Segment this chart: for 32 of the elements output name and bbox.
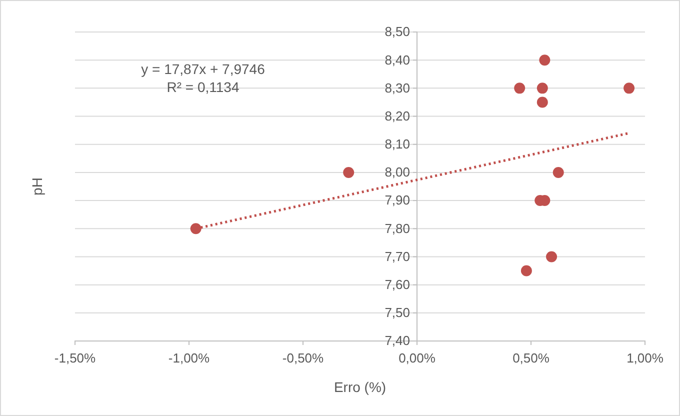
y-tick-label: 7,80 [384,220,410,236]
x-tick-label: -0,50% [282,350,324,366]
y-tick-label: 7,60 [384,276,410,292]
point [536,96,548,108]
y-tick-label: 7,90 [384,192,410,208]
point [624,82,635,94]
y-tick-label: 8,50 [384,24,410,40]
y-axis-title: pH [29,178,45,196]
point [190,223,202,234]
y-tick-label: 8,00 [384,164,410,180]
y-tick-label: 7,40 [384,333,410,348]
x-tick-label: 0,50% [512,350,550,366]
y-tick-label: 7,50 [384,305,410,320]
y-tick-label: 8,20 [384,108,410,124]
y-tick-label: 8,10 [384,136,410,152]
annotation: R² = 0,1134 [166,79,240,96]
y-tick-label: 8,40 [384,52,410,68]
x-tick-label: -1,00% [168,350,210,366]
point [514,82,526,94]
point [343,166,354,178]
y-tick-label: 8,30 [384,80,410,96]
x-tick-label: -1,50% [54,350,96,366]
point [546,251,558,262]
annotation: y = 17,87x + 7,9746 [141,61,266,78]
x-axis-title: Erro (%) [334,379,386,395]
y-tick-label: 7,70 [384,248,410,264]
x-tick-label: 0,00% [398,350,436,366]
point [552,166,564,178]
point [536,82,548,94]
point [520,265,532,276]
point [539,54,550,66]
x-tick-label: 1,00% [626,350,664,366]
